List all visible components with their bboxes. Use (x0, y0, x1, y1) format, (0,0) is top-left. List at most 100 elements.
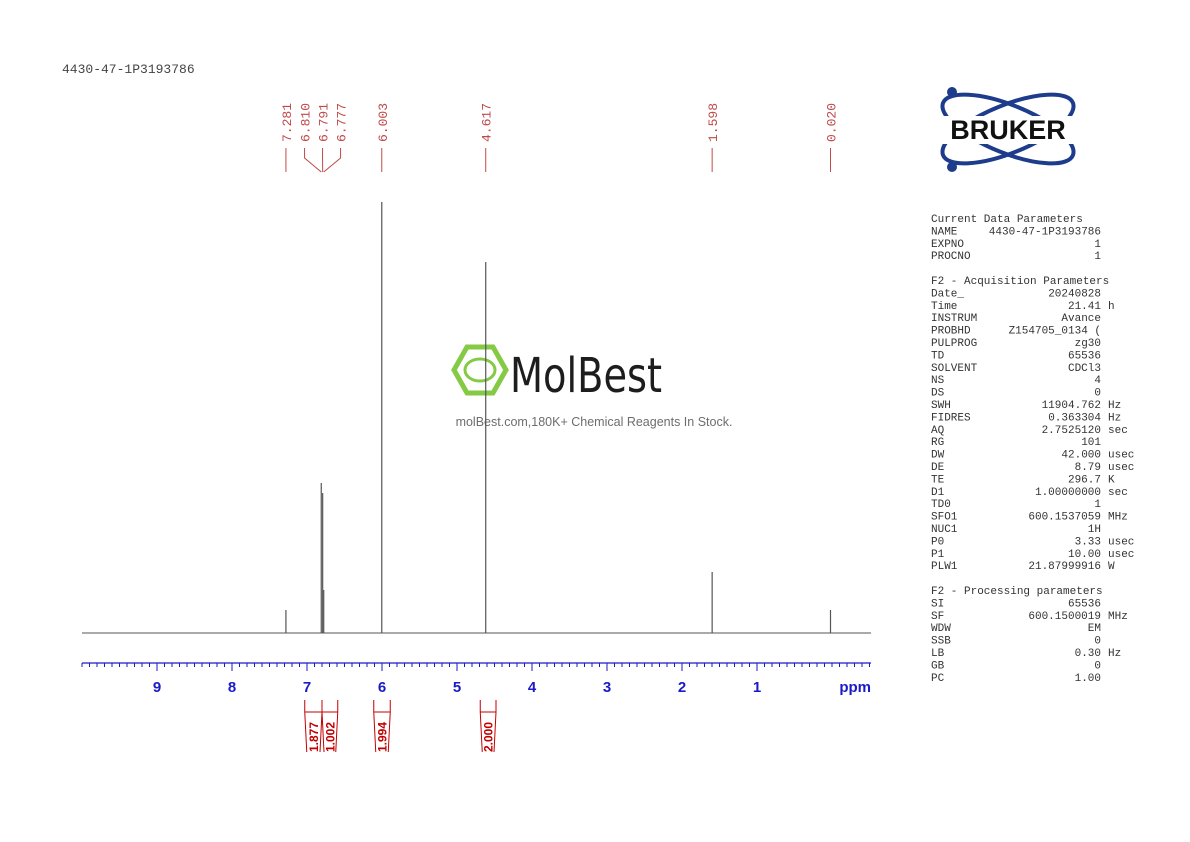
peak-label: 4.617 (480, 103, 495, 142)
param-key: SI (931, 598, 944, 610)
peak-label: 6.003 (376, 103, 391, 142)
param-unit: usec (1108, 462, 1134, 474)
param-key: DE (931, 462, 945, 474)
param-key: SFO1 (931, 512, 958, 524)
param-unit: MHz (1108, 611, 1128, 623)
param-value: 20240828 (1048, 288, 1101, 300)
param-key: SWH (931, 400, 951, 412)
param-key: PROCNO (931, 251, 971, 263)
x-tick-label: 2 (678, 679, 686, 696)
param-value: 4 (1094, 375, 1101, 387)
x-tick-label: 1 (753, 679, 761, 696)
x-tick-label: 3 (603, 679, 611, 696)
param-value: 1H (1088, 524, 1101, 536)
param-key: SSB (931, 636, 951, 648)
param-value: 101 (1081, 437, 1101, 449)
param-value: 11904.762 (1042, 400, 1101, 412)
param-value: 21.41 (1068, 301, 1101, 313)
logo-text: BRUKER (950, 115, 1066, 145)
peak-label: 0.020 (825, 103, 840, 142)
param-key: INSTRUM (931, 313, 977, 325)
x-tick-label: 9 (153, 679, 161, 696)
x-tick-label: 8 (228, 679, 236, 696)
logo-band (925, 116, 1091, 144)
param-unit: Hz (1108, 400, 1121, 412)
integral-bracket (373, 700, 391, 753)
param-value: 0.363304 (1048, 412, 1101, 424)
param-key: EXPNO (931, 239, 964, 251)
param-key: NS (931, 375, 945, 387)
param-key: GB (931, 660, 945, 672)
param-value: EM (1088, 623, 1101, 635)
param-unit: usec (1108, 450, 1134, 462)
param-key: Time (931, 301, 957, 313)
peak-leader (323, 148, 342, 173)
param-unit: sec (1108, 425, 1128, 437)
peak-label: 6.810 (299, 103, 314, 142)
param-key: P0 (931, 536, 944, 548)
param-section-title: F2 - Processing parameters (931, 586, 1103, 598)
param-key: D1 (931, 487, 945, 499)
param-unit: usec (1108, 549, 1134, 561)
param-key: TE (931, 474, 945, 486)
param-value: 8.79 (1075, 462, 1101, 474)
param-unit: Hz (1108, 648, 1121, 660)
param-unit: Hz (1108, 412, 1121, 424)
param-unit: usec (1108, 536, 1134, 548)
param-value: 1.00000000 (1035, 487, 1101, 499)
param-value: 10.00 (1068, 549, 1101, 561)
param-key: RG (931, 437, 944, 449)
watermark-ring (463, 357, 497, 383)
peak-label: 6.777 (335, 103, 350, 142)
param-value: 1 (1094, 251, 1101, 263)
param-key: DS (931, 388, 945, 400)
param-value: 2.7525120 (1042, 425, 1101, 437)
param-section-title: F2 - Acquisition Parameters (931, 276, 1109, 288)
param-value: zg30 (1075, 338, 1101, 350)
param-value: 3.33 (1075, 536, 1101, 548)
integral-label: 2.000 (482, 722, 496, 752)
x-axis-label: ppm (839, 679, 871, 696)
param-key: TD0 (931, 499, 951, 511)
param-unit: MHz (1108, 512, 1128, 524)
param-section-title: Current Data Parameters (931, 214, 1083, 226)
integral-label: 1.994 (376, 722, 390, 752)
param-unit: K (1108, 474, 1115, 486)
param-key: FIDRES (931, 412, 971, 424)
param-key: LB (931, 648, 945, 660)
param-value: 21.87999916 (1028, 561, 1101, 573)
param-value: 0.30 (1075, 648, 1101, 660)
watermark-hexagon (451, 344, 509, 396)
param-key: TD (931, 350, 945, 362)
param-value: 296.7 (1068, 474, 1101, 486)
sample-id: 4430-47-1P3193786 (62, 62, 195, 77)
param-value: 600.1537059 (1028, 512, 1101, 524)
param-key: AQ (931, 425, 945, 437)
param-key: SF (931, 611, 944, 623)
param-value: 600.1500019 (1028, 611, 1101, 623)
param-value: CDCl3 (1068, 363, 1101, 375)
watermark-tagline: molBest.com,180K+ Chemical Reagents In S… (456, 415, 733, 429)
x-tick-label: 4 (528, 679, 537, 696)
integral-label: 1.002 (323, 722, 337, 752)
param-key: PULPROG (931, 338, 977, 350)
param-key: PROBHD (931, 326, 971, 338)
param-value: 1.00 (1075, 673, 1101, 685)
param-key: WDW (931, 623, 951, 635)
param-key: Date_ (931, 288, 964, 300)
peak-leader (304, 148, 322, 173)
param-value: Avance (1061, 313, 1101, 325)
param-value: 1 (1094, 239, 1101, 251)
param-value: 1 (1094, 499, 1101, 511)
param-value: 65536 (1068, 350, 1101, 362)
logo-dot (947, 87, 957, 97)
integral-bracket (321, 700, 339, 753)
param-value: 4430-47-1P3193786 (989, 226, 1101, 238)
peak-label: 6.791 (317, 103, 332, 142)
peak-label: 7.281 (280, 103, 295, 142)
integral-bracket (479, 700, 497, 753)
param-key: NUC1 (931, 524, 958, 536)
logo-dot (947, 162, 957, 172)
x-tick-label: 6 (378, 679, 386, 696)
